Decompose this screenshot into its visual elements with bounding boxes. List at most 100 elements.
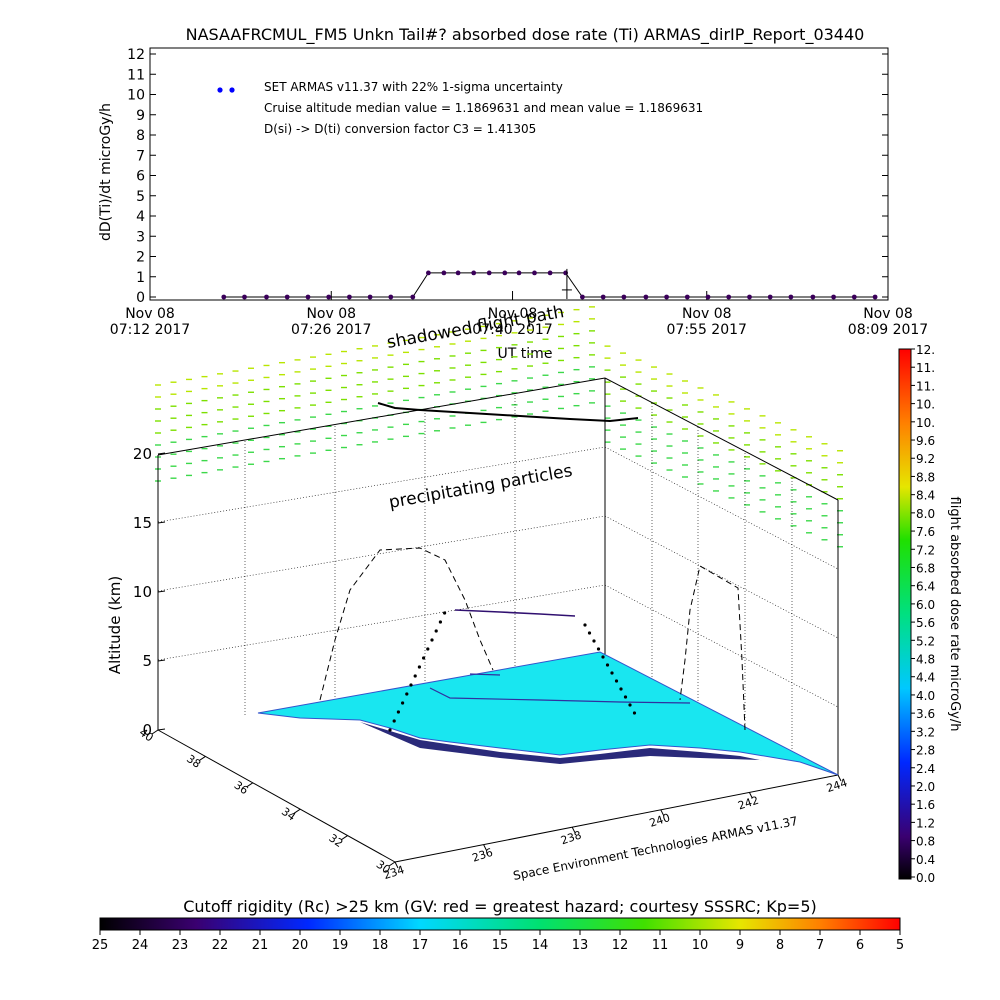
colorbar-tick-label: 12.	[916, 343, 935, 357]
descent-marker	[610, 671, 614, 675]
colorbar-tick-label: 3.2	[916, 725, 935, 739]
z-tick-mark	[157, 452, 166, 455]
z-tick-label: 10	[133, 583, 152, 601]
colorbar-tick-label: 3.6	[916, 707, 935, 721]
colorbar-tick-label: 10.	[916, 416, 935, 430]
x-tick-time: 07:40 2017	[472, 322, 552, 338]
colorbar-tick-label: 7	[816, 938, 824, 953]
x-axis-label: UT time	[498, 346, 553, 362]
latitude-tick-label: 40	[137, 726, 156, 745]
descent-marker	[619, 687, 623, 691]
colorbar-tick-label: 25	[92, 938, 109, 953]
longitude-tick-mark	[483, 844, 488, 851]
descent-marker	[614, 679, 619, 683]
ascent-marker	[413, 674, 417, 678]
colorbar-tick-label: 5.6	[916, 616, 935, 630]
colorbar-tick-label: 13	[572, 938, 589, 953]
data-point	[410, 294, 416, 300]
dose-rate-colorbar: 0.0 0.4 0.8 1.2 1.6 2.0 2.4 2.8 3.2 3.6 4.0 4.4 4.8 5…	[898, 343, 962, 885]
flight-path	[319, 402, 746, 731]
x-tick-time: 07:26 2017	[291, 322, 371, 338]
data-point	[326, 294, 332, 300]
annotation-precipitating-particles: precipitating particles	[387, 461, 574, 513]
longitude-tick-label: 234	[382, 863, 406, 882]
longitude-axis-ticks: 234 236 238 240 242 244	[382, 774, 849, 882]
latitude-tick-mark	[151, 729, 159, 735]
legend-entry: D(si) -> D(ti) conversion factor C3 = 1.…	[264, 122, 536, 136]
legend-entry: Cruise altitude median value = 1.1869631…	[264, 101, 703, 115]
data-point	[471, 270, 477, 276]
chart-title: NASAAFRCMUL_FM5 Unkn Tail#? absorbed dos…	[186, 25, 865, 45]
colorbar-tick-label: 6.8	[916, 561, 935, 575]
colorbar-tick-label: 11.	[916, 361, 935, 375]
colorbar-tick-label: 9.2	[916, 452, 935, 466]
y-axis-label: dD(Ti)/dt microGy/h	[98, 103, 114, 241]
ascent-marker	[422, 656, 426, 660]
plot-frame	[149, 47, 889, 301]
colorbar-tick-label: 8	[776, 938, 784, 953]
latitude-tick-mark	[199, 755, 206, 761]
longitude-tick-label: 240	[648, 811, 672, 830]
y-tick-label: 9	[136, 108, 145, 124]
data-point	[532, 270, 537, 276]
longitude-tick-mark	[571, 826, 576, 834]
longitude-tick-label: 244	[825, 776, 849, 795]
descent-marker	[596, 647, 601, 651]
latitude-tick-mark	[341, 835, 348, 841]
surface-shadow	[360, 722, 800, 768]
z-tick-label: 0	[142, 721, 152, 739]
latitude-tick-mark	[388, 861, 396, 867]
box-grid	[157, 394, 839, 776]
longitude-tick-mark	[837, 774, 842, 782]
y-tick-label: 7	[136, 148, 145, 164]
descent-marker	[628, 703, 632, 707]
z-axis-ticks: 0 5 10 15 20	[133, 445, 166, 739]
data-point	[347, 294, 352, 300]
descent-marker	[587, 631, 592, 635]
colorbar-tick-label: 24	[132, 938, 149, 953]
colorbar-tick-label: 0.4	[916, 853, 935, 867]
latitude-tick-label: 32	[326, 831, 345, 850]
z-tick-label: 5	[142, 652, 152, 670]
descent-marker	[605, 663, 610, 667]
longitude-tick-mark	[748, 792, 753, 799]
colorbar-tick-label: 4.4	[916, 671, 935, 685]
data-point	[684, 294, 690, 300]
series-points	[221, 268, 878, 300]
y-tick-label: 2	[136, 250, 145, 266]
y-tick-label: 11	[127, 67, 145, 83]
data-point	[367, 294, 373, 300]
precipitating-particles-markers	[155, 306, 843, 548]
y-tick-label: 4	[136, 209, 145, 225]
data-point	[643, 294, 649, 300]
x-tick-time: 08:09 2017	[848, 322, 928, 338]
y-tick-label: 5	[136, 189, 145, 205]
ascent-marker	[443, 611, 447, 615]
data-point	[455, 270, 461, 276]
z-axis-label: Altitude (km)	[106, 576, 124, 674]
colorbar-gradient	[898, 348, 912, 880]
z-tick-mark	[157, 659, 166, 662]
ascent-marker	[405, 692, 409, 696]
colorbar-label: flight absorbed dose rate microGy/h	[947, 497, 962, 732]
colorbar-ticks: 0.0 0.4 0.8 1.2 1.6 2.0 2.4 2.8 3.2 3.6 4.0 4.4 4.8 5…	[911, 343, 935, 885]
legend-entry: SET ARMAS v11.37 with 22% 1-sigma uncert…	[264, 80, 563, 94]
ascent-marker	[430, 638, 434, 642]
x-tick-date: Nov 08	[682, 306, 732, 322]
data-point	[705, 294, 711, 300]
x-tick-date: Nov 08	[306, 306, 356, 322]
colorbar-tick-label: 23	[172, 938, 189, 953]
data-point	[516, 270, 522, 276]
colorbar-tick-label: 1.2	[916, 816, 935, 830]
data-point	[502, 270, 508, 276]
data-point	[872, 294, 878, 300]
data-point	[600, 294, 606, 300]
descent-marker	[601, 655, 605, 659]
z-tick-label: 15	[133, 514, 152, 532]
colorbar-tick-label: 7.2	[916, 543, 935, 557]
ascent-marker	[417, 665, 421, 669]
